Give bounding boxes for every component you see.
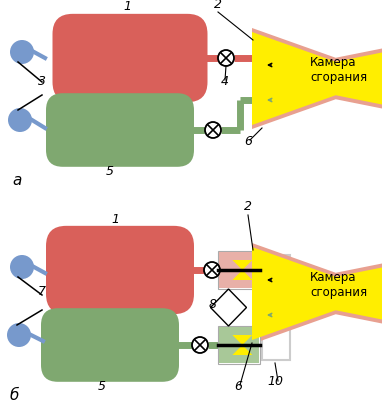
Text: б: б (10, 388, 19, 403)
Text: 3: 3 (38, 75, 46, 88)
FancyBboxPatch shape (46, 226, 194, 314)
Circle shape (7, 323, 31, 347)
Circle shape (192, 337, 208, 353)
Text: Камера
сгорания: Камера сгорания (310, 271, 367, 299)
Polygon shape (252, 28, 382, 129)
Text: 5: 5 (106, 165, 114, 178)
Text: 5: 5 (98, 380, 106, 393)
FancyBboxPatch shape (46, 93, 194, 167)
Bar (218, 251, 260, 289)
Text: 2: 2 (244, 200, 252, 213)
Text: 9: 9 (254, 298, 262, 311)
Circle shape (10, 40, 34, 64)
Text: а: а (12, 173, 21, 188)
Text: 7: 7 (38, 285, 46, 298)
Circle shape (218, 50, 234, 66)
Circle shape (8, 108, 32, 132)
Polygon shape (252, 247, 382, 340)
Circle shape (10, 255, 34, 279)
Text: 10: 10 (267, 375, 283, 388)
Text: 6: 6 (234, 380, 242, 393)
FancyBboxPatch shape (52, 14, 207, 102)
Text: 6: 6 (244, 135, 252, 148)
Bar (262, 255, 290, 360)
FancyBboxPatch shape (41, 308, 179, 382)
Polygon shape (252, 243, 382, 344)
Text: 4: 4 (221, 75, 229, 88)
Polygon shape (232, 335, 253, 355)
Circle shape (204, 262, 220, 278)
Polygon shape (232, 260, 253, 280)
Text: 1: 1 (111, 213, 119, 226)
Circle shape (205, 122, 221, 138)
Polygon shape (252, 32, 382, 125)
Text: 1: 1 (123, 0, 131, 13)
Bar (218, 326, 260, 364)
Bar (219, 252, 259, 288)
Text: Камера
сгорания: Камера сгорания (310, 56, 367, 84)
Text: 2: 2 (214, 0, 222, 11)
Text: 8: 8 (209, 298, 217, 311)
Bar (219, 327, 259, 363)
